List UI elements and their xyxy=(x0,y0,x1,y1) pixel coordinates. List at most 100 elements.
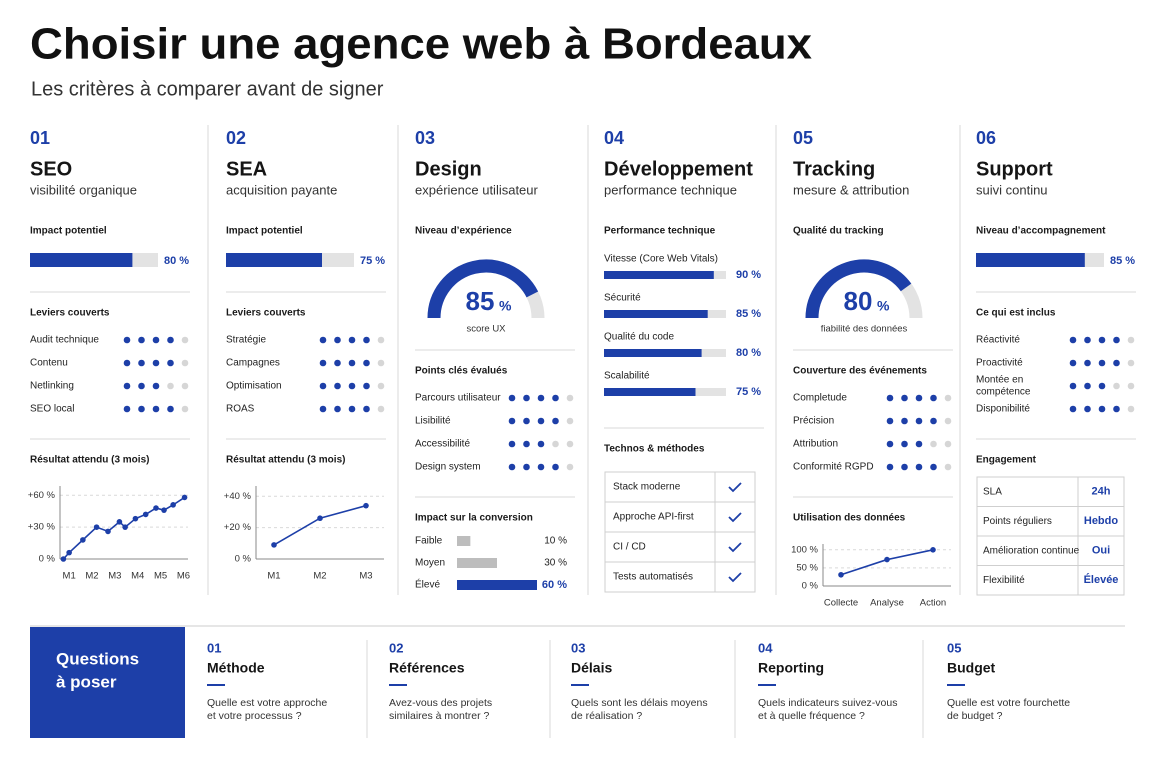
dot xyxy=(508,417,516,425)
x-tick-label: M6 xyxy=(177,571,190,582)
dot xyxy=(930,440,937,448)
gauge-caption: fiabilité des données xyxy=(821,324,908,335)
dot xyxy=(523,463,530,471)
dot xyxy=(138,382,145,390)
x-tick-label: M1 xyxy=(267,571,280,582)
dot xyxy=(944,417,952,425)
item-name: Netlinking xyxy=(30,381,74,392)
dot xyxy=(537,417,545,425)
question-text: similaires à montrer ? xyxy=(389,710,490,722)
dot xyxy=(1113,336,1120,344)
point xyxy=(363,502,369,509)
dot xyxy=(348,336,356,344)
dot xyxy=(123,382,131,390)
question-text: Quels indicateurs suivez-vous xyxy=(758,697,897,709)
column-subtitle: expérience utilisateur xyxy=(415,182,539,197)
dot xyxy=(348,405,356,413)
dot xyxy=(915,417,923,425)
rating-dots xyxy=(886,463,952,471)
rating-dots xyxy=(1069,359,1135,367)
table-key: SLA xyxy=(983,486,1002,497)
dot xyxy=(886,440,894,448)
rating-dots xyxy=(319,336,385,344)
dot xyxy=(348,382,356,390)
dot xyxy=(334,336,341,344)
question-title: Méthode xyxy=(207,660,265,676)
item-name: Précision xyxy=(793,416,834,427)
rating-dots xyxy=(508,463,574,471)
item-name: Qualité du code xyxy=(604,332,674,343)
rating-dots xyxy=(319,405,385,413)
point xyxy=(80,537,86,543)
dot xyxy=(537,440,545,448)
x-tick-label: M3 xyxy=(359,571,372,582)
item-name: Moyen xyxy=(415,558,445,569)
section-label: Couverture des événements xyxy=(793,366,927,377)
value-label: 80 % xyxy=(736,347,761,359)
dot xyxy=(334,405,341,413)
x-tick-label: Action xyxy=(920,598,946,609)
value-label: 30 % xyxy=(544,558,567,569)
dot xyxy=(181,359,189,367)
item-name: Réactivité xyxy=(976,335,1020,346)
point xyxy=(181,494,188,501)
checklist-item: Stack moderne xyxy=(613,482,681,493)
question-underline xyxy=(571,684,589,686)
y-tick-label: 0 % xyxy=(802,581,819,592)
section-label: Utilisation des données xyxy=(793,513,906,524)
point xyxy=(93,524,100,530)
dot xyxy=(1084,382,1091,390)
item-name: Scalabilité xyxy=(604,371,650,382)
point xyxy=(161,507,167,513)
table-value: 24h xyxy=(1092,486,1111,498)
dot xyxy=(901,440,908,448)
item-name: Élevé xyxy=(415,578,440,591)
question-title: Délais xyxy=(571,660,612,676)
value-label: 10 % xyxy=(544,536,567,547)
dot xyxy=(363,405,370,413)
item-name: Accessibilité xyxy=(415,439,470,450)
column-subtitle: acquisition payante xyxy=(226,182,337,197)
section-label: Ce qui est inclus xyxy=(976,308,1056,319)
column-subtitle: mesure & attribution xyxy=(793,182,909,197)
value-label: 85 % xyxy=(1110,255,1135,267)
section-label: Engagement xyxy=(976,455,1037,466)
item-name: Disponibilité xyxy=(976,404,1030,415)
question-text: et votre processus ? xyxy=(207,710,302,722)
dot xyxy=(123,405,131,413)
dot xyxy=(181,382,189,390)
dot xyxy=(886,463,894,471)
dot xyxy=(152,336,160,344)
rating-dots xyxy=(886,394,952,402)
y-tick-label: 0 % xyxy=(39,554,56,565)
section-label: Impact potentiel xyxy=(226,226,303,237)
question-number: 05 xyxy=(947,640,961,655)
item-name: Campagnes xyxy=(226,358,280,369)
section-label: Résultat attendu (3 mois) xyxy=(30,455,149,466)
point xyxy=(116,519,123,525)
y-tick-label: 0 % xyxy=(235,554,252,565)
question-text: Quels sont les délais moyens xyxy=(571,697,708,709)
dot xyxy=(1113,359,1120,367)
section-label: Performance technique xyxy=(604,226,716,237)
rating-dots xyxy=(1069,382,1135,390)
item-name: Faible xyxy=(415,536,443,547)
check-icon xyxy=(728,572,742,583)
section-label: Technos & méthodes xyxy=(604,444,705,455)
gauge-value xyxy=(805,259,912,319)
question-text: Avez-vous des projets xyxy=(389,697,492,709)
dot xyxy=(123,336,131,344)
dot xyxy=(566,440,574,448)
section-label: Impact potentiel xyxy=(30,226,107,237)
dot xyxy=(1069,405,1077,413)
x-tick-label: M5 xyxy=(154,571,167,582)
rating-dots xyxy=(319,382,385,390)
dot xyxy=(915,394,923,402)
dot xyxy=(1084,359,1091,367)
question-underline xyxy=(207,684,225,686)
dot xyxy=(915,440,923,448)
section-label: Impact sur la conversion xyxy=(415,513,533,524)
point xyxy=(153,505,159,511)
dot xyxy=(167,336,174,344)
